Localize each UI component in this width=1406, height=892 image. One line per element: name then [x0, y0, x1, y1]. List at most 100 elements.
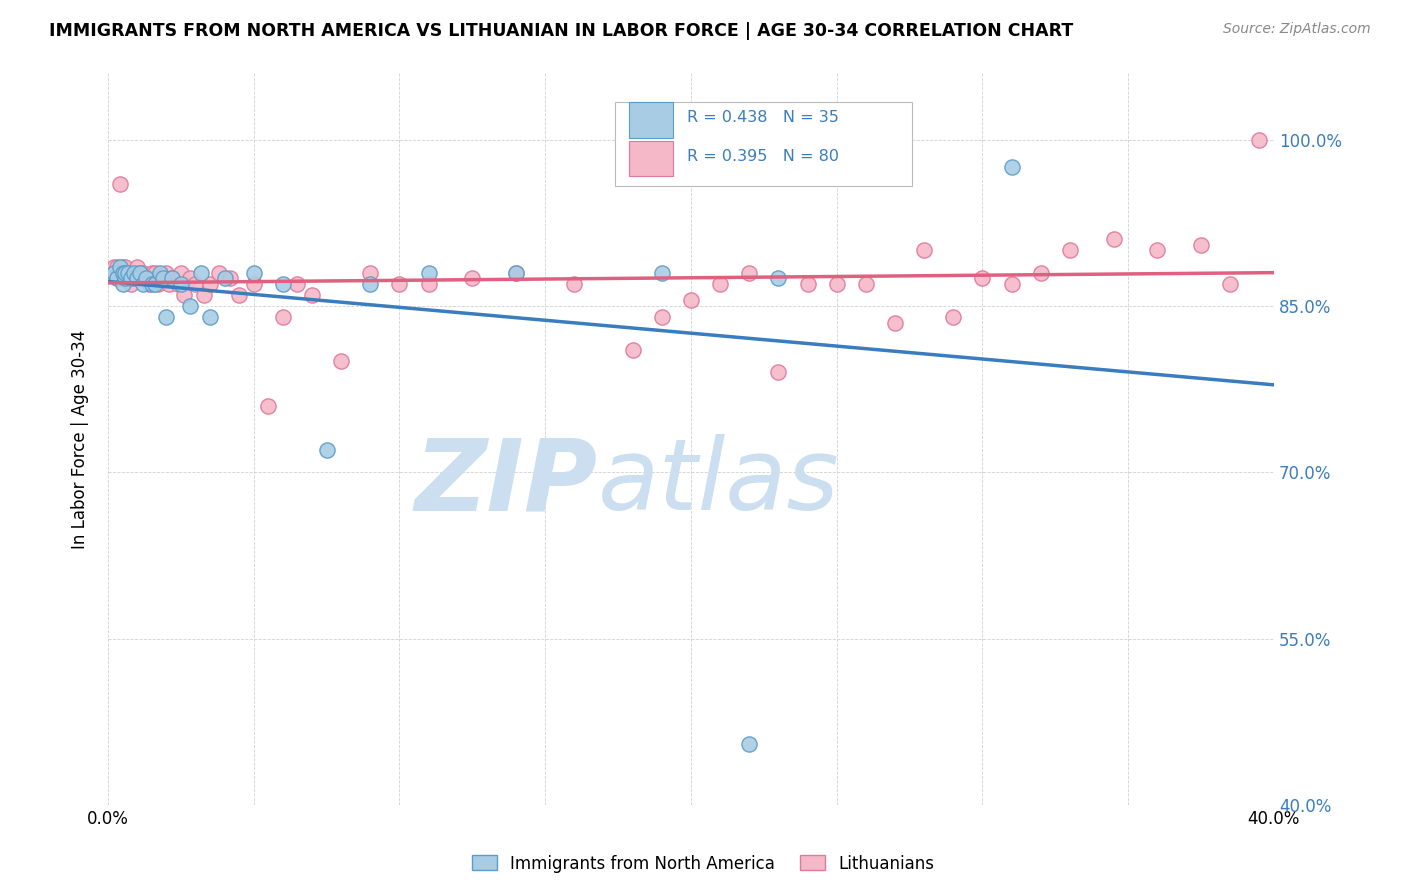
Point: [149, 271, 172, 285]
Point: [152, 271, 174, 285]
Point: [242, 277, 264, 291]
Y-axis label: In Labor Force | Age 30-34: In Labor Force | Age 30-34: [72, 329, 89, 549]
Point: [1219, 277, 1241, 291]
Point: [796, 277, 818, 291]
Point: [105, 260, 128, 274]
Point: [193, 288, 215, 302]
Point: [198, 277, 221, 291]
Point: [170, 266, 193, 280]
Point: [884, 316, 907, 330]
Point: [301, 288, 323, 302]
Point: [418, 277, 440, 291]
Text: R = 0.438   N = 35: R = 0.438 N = 35: [688, 110, 839, 125]
Point: [114, 266, 136, 280]
Point: [111, 271, 134, 285]
Point: [108, 177, 131, 191]
Point: [190, 266, 212, 280]
Text: R = 0.395   N = 80: R = 0.395 N = 80: [688, 150, 839, 164]
Point: [135, 271, 157, 285]
Point: [184, 277, 207, 291]
Point: [132, 271, 155, 285]
Point: [111, 277, 134, 291]
Point: [103, 260, 125, 274]
Point: [143, 277, 166, 291]
Point: [505, 266, 527, 280]
Point: [114, 271, 136, 285]
Legend: Immigrants from North America, Lithuanians: Immigrants from North America, Lithuania…: [465, 848, 941, 880]
Point: [1102, 232, 1125, 246]
Point: [359, 266, 381, 280]
Point: [1000, 277, 1022, 291]
Point: [141, 277, 163, 291]
Point: [768, 271, 790, 285]
Point: [1029, 266, 1052, 280]
Point: [129, 266, 152, 280]
Point: [173, 288, 195, 302]
Point: [271, 277, 294, 291]
Point: [149, 266, 172, 280]
Point: [132, 277, 155, 291]
Point: [315, 443, 337, 458]
Point: [111, 266, 134, 280]
Point: [271, 310, 294, 324]
Point: [132, 266, 155, 280]
Point: [103, 266, 125, 280]
Point: [359, 277, 381, 291]
Text: IMMIGRANTS FROM NORTH AMERICA VS LITHUANIAN IN LABOR FORCE | AGE 30-34 CORRELATI: IMMIGRANTS FROM NORTH AMERICA VS LITHUAN…: [49, 22, 1073, 40]
Point: [103, 266, 125, 280]
Point: [208, 266, 231, 280]
Point: [111, 266, 134, 280]
Point: [1189, 238, 1212, 252]
Point: [114, 260, 136, 274]
Point: [167, 277, 190, 291]
Point: [198, 310, 221, 324]
Point: [122, 271, 145, 285]
FancyBboxPatch shape: [616, 103, 912, 186]
Point: [170, 277, 193, 291]
Point: [111, 260, 134, 274]
Point: [709, 277, 731, 291]
Point: [1249, 132, 1271, 146]
Point: [972, 271, 994, 285]
Point: [143, 266, 166, 280]
Point: [135, 271, 157, 285]
Point: [108, 260, 131, 274]
Point: [114, 271, 136, 285]
Point: [127, 271, 149, 285]
Point: [738, 266, 761, 280]
Point: [117, 266, 139, 280]
Point: [160, 271, 183, 285]
Text: Source: ZipAtlas.com: Source: ZipAtlas.com: [1223, 22, 1371, 37]
Point: [564, 277, 586, 291]
Point: [1000, 161, 1022, 175]
Point: [114, 266, 136, 280]
Point: [651, 310, 673, 324]
Point: [129, 266, 152, 280]
Point: [127, 271, 149, 285]
Point: [127, 260, 149, 274]
Point: [287, 277, 309, 291]
Point: [179, 299, 201, 313]
Point: [738, 737, 761, 751]
Point: [120, 266, 142, 280]
Point: [651, 266, 673, 280]
Point: [152, 271, 174, 285]
Point: [768, 366, 790, 380]
Text: ZIP: ZIP: [415, 434, 598, 532]
Point: [418, 266, 440, 280]
Point: [141, 266, 163, 280]
Point: [117, 266, 139, 280]
Point: [122, 266, 145, 280]
Point: [505, 266, 527, 280]
Point: [155, 266, 177, 280]
Text: atlas: atlas: [598, 434, 839, 532]
Point: [1059, 244, 1081, 258]
Point: [179, 271, 201, 285]
Point: [127, 266, 149, 280]
Point: [219, 271, 242, 285]
Point: [825, 277, 848, 291]
Point: [120, 277, 142, 291]
Point: [160, 271, 183, 285]
Point: [242, 266, 264, 280]
Point: [143, 271, 166, 285]
